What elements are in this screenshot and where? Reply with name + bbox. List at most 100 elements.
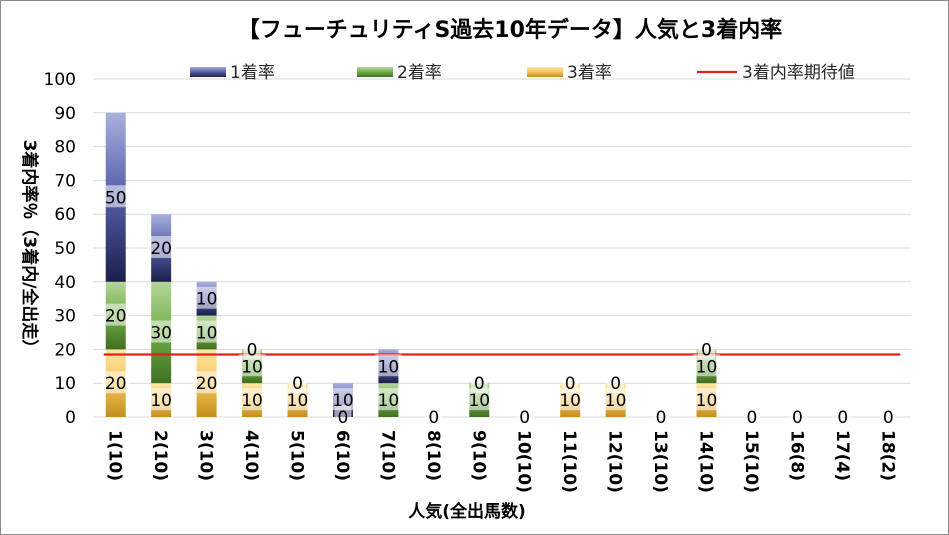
y-tick-label: 90: [54, 104, 76, 124]
x-tick-label: 10(10): [514, 430, 534, 493]
x-tick-label: 16(8): [786, 430, 806, 481]
data-label: 20: [150, 239, 172, 259]
gridlines: [93, 78, 911, 418]
legend-swatch: [527, 67, 563, 77]
x-tick-label: 5(10): [287, 430, 307, 481]
data-label: 0: [292, 374, 303, 394]
data-label: 10: [696, 357, 718, 377]
data-label: 0: [338, 408, 349, 428]
data-label: 0: [701, 340, 712, 360]
y-axis-title: 3着内率％（3着内/全出走）: [19, 140, 40, 357]
data-label-bg: [743, 405, 761, 427]
data-label-bg: [238, 354, 267, 377]
data-label-bg: [192, 371, 221, 394]
data-label: 10: [332, 391, 354, 411]
data-label: 0: [610, 374, 621, 394]
data-label: 0: [519, 408, 530, 428]
y-tick-label: 100: [44, 70, 76, 90]
legend-label: 1着率: [230, 63, 275, 83]
x-tick-label: 15(10): [741, 430, 761, 493]
data-label-bg: [698, 337, 715, 360]
data-label: 50: [105, 188, 127, 208]
x-tick-label: 6(10): [332, 430, 352, 481]
x-tick-label: 8(10): [423, 430, 443, 481]
data-label: 10: [241, 391, 263, 411]
x-tick-label: 1(10): [105, 430, 125, 481]
legend-label: 2着率: [397, 63, 442, 83]
x-tick-label: 18(2): [877, 430, 897, 481]
data-label-bg: [516, 405, 534, 427]
data-label: 10: [696, 391, 718, 411]
data-label-bg: [101, 371, 130, 394]
data-label-bg: [879, 405, 897, 427]
data-label: 20: [105, 307, 127, 327]
x-tick-label: 4(10): [241, 430, 261, 481]
legend-label: 3着内率期待値: [742, 63, 855, 83]
y-tick-label: 40: [54, 273, 76, 293]
x-tick-label: 17(4): [832, 430, 852, 481]
data-label-bg: [147, 236, 176, 258]
y-tick-label: 30: [54, 307, 76, 327]
data-label: 10: [196, 290, 218, 310]
data-label: 10: [468, 391, 490, 411]
data-label-bg: [283, 388, 312, 411]
data-label: 0: [837, 408, 848, 428]
data-label: 10: [605, 391, 627, 411]
data-label-bg: [788, 405, 806, 427]
data-label-bg: [556, 388, 585, 411]
x-tick-label: 12(10): [605, 430, 625, 493]
data-label-bg: [243, 337, 261, 360]
data-label: 20: [105, 374, 127, 394]
data-label-bg: [374, 354, 403, 377]
data-label: 10: [287, 391, 309, 411]
data-label: 20: [196, 374, 218, 394]
x-axis-ticks: 1(10) 2(10) 3(10) 4(10) 5(10) 6(10) 7(10) 8(10)…: [105, 430, 898, 493]
y-axis-ticks: 0 10 20 30 40 50 60 70 80 90 100: [44, 70, 76, 428]
data-label-bg: [238, 388, 267, 411]
data-label-bg: [692, 354, 721, 377]
data-label: 0: [656, 408, 667, 428]
data-label-bg: [834, 405, 852, 427]
y-tick-label: 0: [65, 408, 76, 428]
data-label: 10: [378, 391, 400, 411]
y-tick-label: 20: [54, 340, 76, 360]
data-label: 10: [559, 391, 581, 411]
data-label-bg: [561, 371, 579, 394]
data-label: 0: [247, 340, 258, 360]
data-label-bg: [652, 405, 670, 427]
x-axis-title: 人気(全出馬数): [408, 501, 526, 522]
data-label-bg: [192, 286, 221, 309]
y-tick-label: 80: [54, 138, 76, 158]
data-label: 0: [474, 374, 485, 394]
legend-swatch: [357, 67, 393, 77]
y-tick-label: 70: [54, 171, 76, 191]
data-label: 0: [747, 408, 758, 428]
data-label-bg: [289, 371, 306, 394]
data-label: 30: [150, 324, 172, 344]
data-label-bg: [147, 388, 176, 411]
x-tick-label: 11(10): [559, 430, 579, 493]
data-label-bg: [334, 405, 352, 427]
data-label-bg: [465, 388, 494, 411]
data-label-bg: [147, 320, 176, 343]
x-tick-label: 13(10): [650, 430, 670, 493]
data-label-bg: [470, 371, 488, 394]
x-tick-label: 3(10): [196, 430, 216, 481]
data-label-bg: [374, 388, 403, 411]
data-label: 0: [565, 374, 576, 394]
data-label-bg: [101, 303, 130, 326]
y-tick-label: 60: [54, 205, 76, 225]
data-label-bg: [101, 185, 130, 208]
legend-label: 3着率: [567, 63, 612, 83]
y-tick-label: 10: [54, 374, 76, 394]
data-label-bg: [192, 320, 221, 343]
x-tick-label: 7(10): [377, 430, 397, 481]
x-tick-label: 9(10): [468, 430, 488, 481]
x-tick-label: 14(10): [696, 430, 716, 493]
data-label-bg: [607, 371, 625, 394]
legend: 1着率 2着率 3着率 3着内率期待値: [190, 63, 855, 83]
data-label-bg: [328, 388, 357, 411]
y-tick-label: 50: [54, 239, 76, 259]
legend-swatch: [190, 67, 226, 77]
